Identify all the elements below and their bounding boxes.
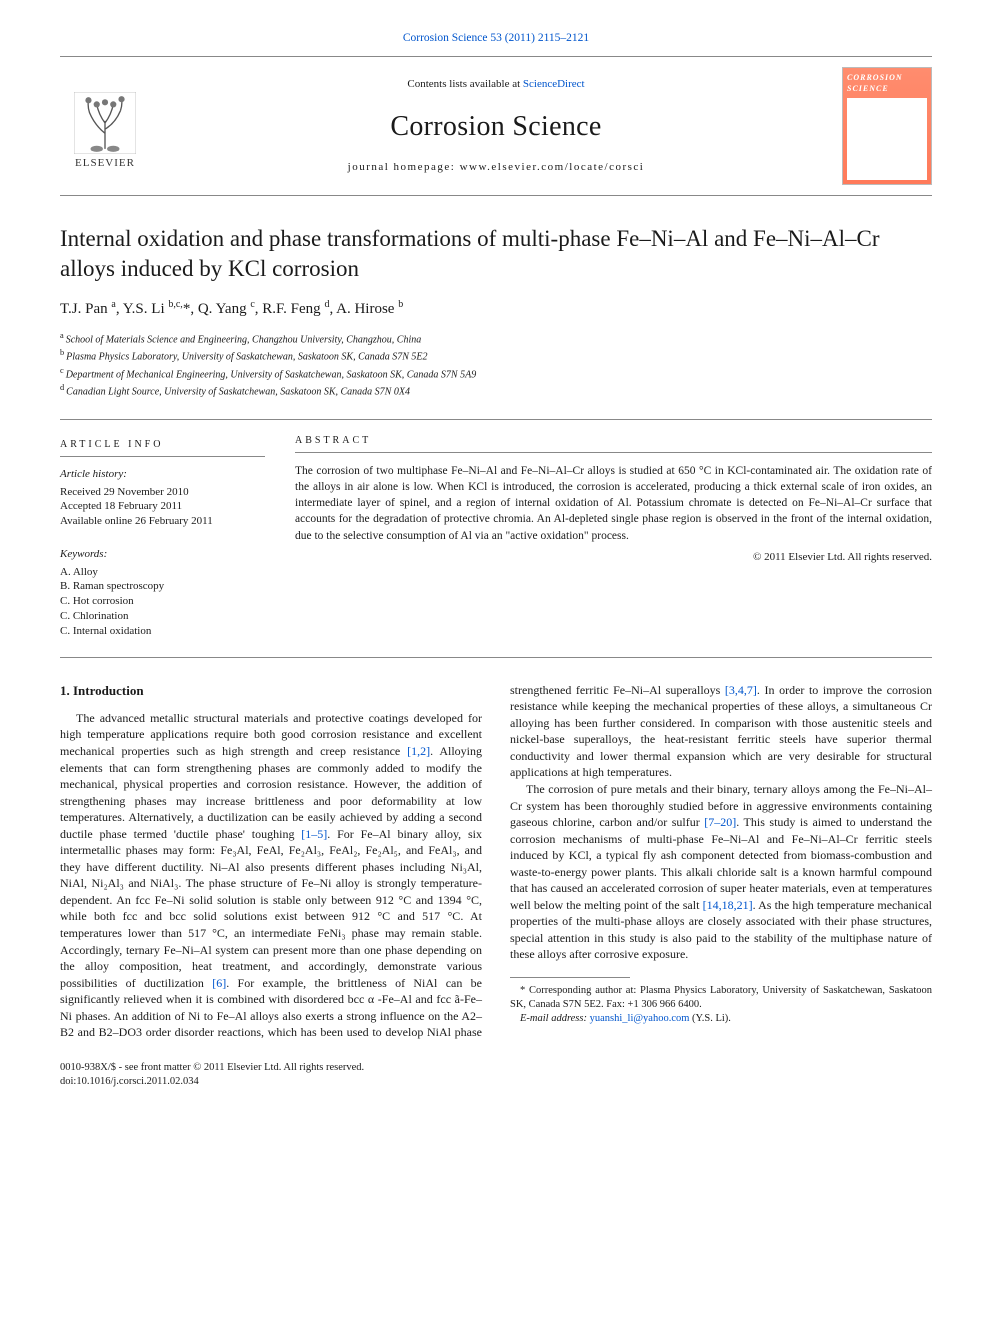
keywords-label: Keywords: — [60, 547, 265, 562]
affiliation-a: aSchool of Materials Science and Enginee… — [60, 330, 932, 347]
doi: doi:10.1016/j.corsci.2011.02.034 — [60, 1075, 932, 1089]
page-footer: 0010-938X/$ - see front matter © 2011 El… — [60, 1061, 932, 1089]
cover-title: CORROSION SCIENCE — [847, 72, 927, 94]
keyword-2: B. Raman spectroscopy — [60, 579, 265, 594]
info-abstract-row: article info Article history: Received 2… — [60, 419, 932, 658]
journal-header: ELSEVIER Contents lists available at Sci… — [60, 56, 932, 196]
history-received: Received 29 November 2010 — [60, 485, 265, 500]
info-heading: article info — [60, 438, 265, 457]
ref-3-4-7[interactable]: [3,4,7] — [725, 683, 757, 697]
keyword-4: C. Chlorination — [60, 609, 265, 624]
citation-link[interactable]: Corrosion Science 53 (2011) 2115–2121 — [403, 32, 589, 44]
journal-name: Corrosion Science — [150, 107, 842, 146]
abstract-copyright: © 2011 Elsevier Ltd. All rights reserved… — [295, 550, 932, 565]
keyword-5: C. Internal oxidation — [60, 624, 265, 639]
affiliation-b: bPlasma Physics Laboratory, University o… — [60, 347, 932, 364]
corr-label: * Corresponding author at: — [520, 985, 640, 996]
homepage-prefix: journal homepage: — [348, 161, 460, 173]
homepage-url: www.elsevier.com/locate/corsci — [460, 161, 645, 173]
email-link[interactable]: yuanshi_li@yahoo.com — [590, 1013, 690, 1024]
affiliations: aSchool of Materials Science and Enginee… — [60, 330, 932, 399]
journal-homepage: journal homepage: www.elsevier.com/locat… — [150, 160, 842, 175]
ref-14-18-21[interactable]: [14,18,21] — [703, 898, 753, 912]
journal-cover-thumbnail: CORROSION SCIENCE — [842, 67, 932, 185]
keyword-1: A. Alloy — [60, 565, 265, 580]
history-online: Available online 26 February 2011 — [60, 514, 265, 529]
keyword-3: C. Hot corrosion — [60, 594, 265, 609]
front-matter: 0010-938X/$ - see front matter © 2011 El… — [60, 1061, 932, 1075]
article-info: article info Article history: Received 2… — [60, 434, 265, 639]
correspondence-footnote: * Corresponding author at: Plasma Physic… — [510, 977, 932, 1027]
corresponding-author: * Corresponding author at: Plasma Physic… — [510, 984, 932, 1012]
abstract-heading: abstract — [295, 434, 932, 453]
footnote-separator — [510, 977, 630, 978]
publisher-name: ELSEVIER — [75, 156, 135, 171]
authors: T.J. Pan a, Y.S. Li b,c,*, Q. Yang c, R.… — [60, 298, 932, 320]
article-body: 1. Introduction The advanced metallic st… — [60, 682, 932, 1041]
ref-1-5[interactable]: [1–5] — [301, 827, 327, 841]
cover-body — [847, 98, 927, 180]
sciencedirect-link[interactable]: ScienceDirect — [523, 78, 585, 90]
ref-7-20[interactable]: [7–20] — [704, 815, 736, 829]
header-center: Contents lists available at ScienceDirec… — [150, 77, 842, 175]
intro-para-2: The corrosion of pure metals and their b… — [510, 781, 932, 963]
affiliation-c: cDepartment of Mechanical Engineering, U… — [60, 365, 932, 382]
article-history-label: Article history: — [60, 467, 265, 482]
elsevier-logo: ELSEVIER — [60, 81, 150, 171]
elsevier-tree-icon — [74, 92, 136, 154]
journal-citation: Corrosion Science 53 (2011) 2115–2121 — [60, 30, 932, 46]
abstract-text: The corrosion of two multiphase Fe–Ni–Al… — [295, 463, 932, 543]
article-title: Internal oxidation and phase transformat… — [60, 224, 932, 284]
contents-line: Contents lists available at ScienceDirec… — [150, 77, 842, 92]
ref-6[interactable]: [6] — [212, 976, 226, 990]
email-label: E-mail address: — [520, 1013, 590, 1024]
abstract: abstract The corrosion of two multiphase… — [295, 434, 932, 639]
ref-1-2[interactable]: [1,2] — [407, 744, 430, 758]
corresponding-email: E-mail address: yuanshi_li@yahoo.com (Y.… — [510, 1012, 932, 1026]
history-accepted: Accepted 18 February 2011 — [60, 499, 265, 514]
contents-prefix: Contents lists available at — [407, 78, 522, 90]
affiliation-d: dCanadian Light Source, University of Sa… — [60, 382, 932, 399]
section-1-title: 1. Introduction — [60, 682, 482, 700]
email-suffix: (Y.S. Li). — [689, 1013, 731, 1024]
